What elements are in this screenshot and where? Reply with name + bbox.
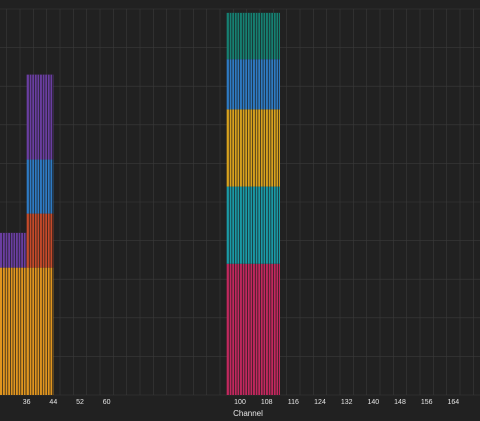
x-tick-label: 124 <box>314 399 326 406</box>
x-tick-label: 116 <box>288 399 299 406</box>
x-tick-label: 164 <box>447 399 459 406</box>
x-tick-label: 156 <box>421 399 433 406</box>
x-tick-label: 108 <box>261 399 273 406</box>
x-tick-label: 132 <box>341 399 353 406</box>
x-tick-label: 44 <box>49 399 57 406</box>
x-axis-ticks: 36 44 52 60 100 108 116 124 132 140 148 156 164 <box>23 399 460 406</box>
x-tick-label: 52 <box>76 399 84 406</box>
x-tick-label: 100 <box>234 399 246 406</box>
x-axis-title: Channel <box>233 409 263 418</box>
gridlines <box>0 8 480 396</box>
bars <box>0 12 280 395</box>
x-tick-label: 36 <box>23 399 31 406</box>
x-tick-label: 140 <box>367 399 379 406</box>
x-tick-label: 60 <box>103 399 111 406</box>
x-tick-label: 148 <box>394 399 406 406</box>
